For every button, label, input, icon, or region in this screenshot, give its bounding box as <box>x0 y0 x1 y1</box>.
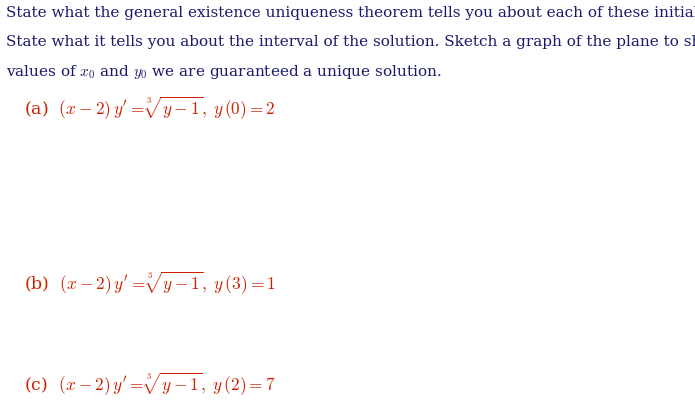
Text: (a)  $(x-2)\,y^{\prime} = \sqrt[3]{y-1},\; y\,(0) = 2$: (a) $(x-2)\,y^{\prime} = \sqrt[3]{y-1},\… <box>24 94 276 121</box>
Text: (b)  $(x-2)\,y^{\prime} = \sqrt[3]{y-1},\; y\,(3) = 1$: (b) $(x-2)\,y^{\prime} = \sqrt[3]{y-1},\… <box>24 270 277 296</box>
Text: State what it tells you about the interval of the solution. Sketch a graph of th: State what it tells you about the interv… <box>6 35 695 48</box>
Text: (c)  $(x-2)\,y^{\prime} = \sqrt[3]{y-1},\; y\,(2) = 7$: (c) $(x-2)\,y^{\prime} = \sqrt[3]{y-1},\… <box>24 370 276 397</box>
Text: values of $x_0$ and $y_0$ we are guaranteed a unique solution.: values of $x_0$ and $y_0$ we are guarant… <box>6 63 441 81</box>
Text: State what the general existence uniqueness theorem tells you about each of thes: State what the general existence uniquen… <box>6 6 695 20</box>
